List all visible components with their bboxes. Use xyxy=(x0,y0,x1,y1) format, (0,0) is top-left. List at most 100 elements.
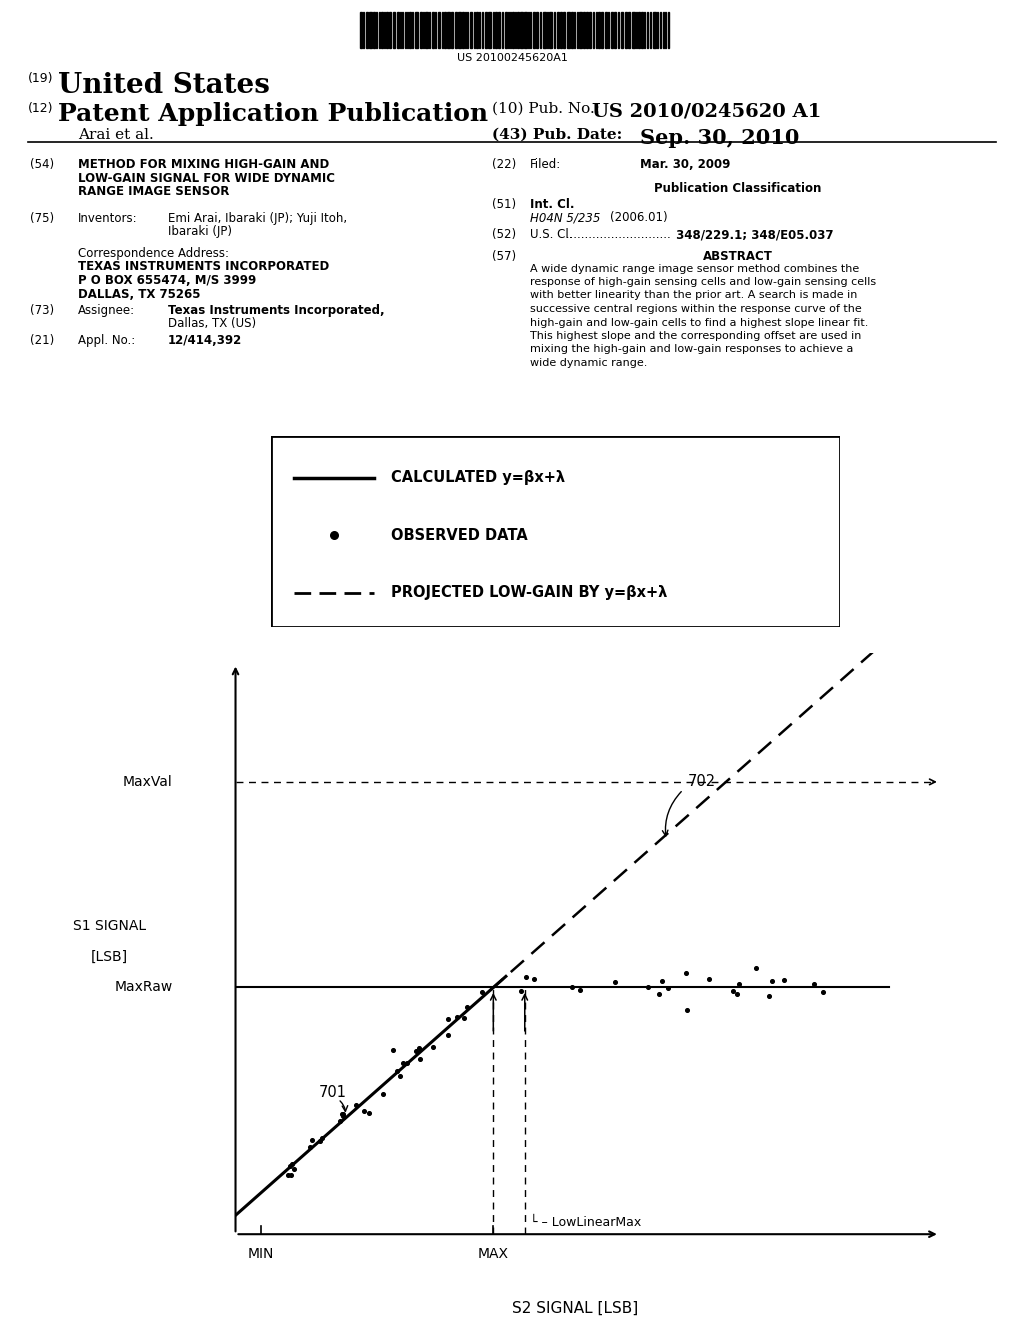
Bar xyxy=(415,12,418,48)
Point xyxy=(385,1040,401,1061)
Text: Filed:: Filed: xyxy=(530,158,561,172)
Bar xyxy=(428,12,430,48)
Point xyxy=(640,977,656,998)
Text: (22): (22) xyxy=(492,158,516,172)
Point xyxy=(335,1104,351,1125)
Bar xyxy=(556,12,559,48)
Point xyxy=(678,962,694,983)
Text: (19): (19) xyxy=(28,73,53,84)
Point xyxy=(776,969,793,990)
Text: mixing the high-gain and low-gain responses to achieve a: mixing the high-gain and low-gain respon… xyxy=(530,345,853,355)
Text: MIN: MIN xyxy=(248,1247,273,1261)
Point xyxy=(526,969,543,990)
Bar xyxy=(600,12,602,48)
Point xyxy=(285,1154,301,1175)
Bar xyxy=(583,12,585,48)
Bar xyxy=(573,12,575,48)
Bar xyxy=(366,12,368,48)
Bar xyxy=(659,12,662,48)
Text: PROJECTED LOW-GAIN BY y=βx+λ: PROJECTED LOW-GAIN BY y=βx+λ xyxy=(391,585,667,601)
Text: CALCULATED y=βx+λ: CALCULATED y=βx+λ xyxy=(391,470,565,486)
Point xyxy=(512,981,528,1002)
Point xyxy=(806,973,822,994)
Bar xyxy=(441,12,443,48)
Bar xyxy=(386,12,387,48)
Bar xyxy=(527,12,529,48)
Text: Ibaraki (JP): Ibaraki (JP) xyxy=(168,226,232,239)
Bar xyxy=(432,12,433,48)
Text: A wide dynamic range image sensor method combines the: A wide dynamic range image sensor method… xyxy=(530,264,859,273)
Text: (57): (57) xyxy=(492,249,516,263)
Text: Inventors:: Inventors: xyxy=(78,213,137,224)
Bar xyxy=(560,12,562,48)
Bar xyxy=(481,12,483,48)
Text: Appl. No.:: Appl. No.: xyxy=(78,334,135,347)
Text: response of high-gain sensing cells and low-gain sensing cells: response of high-gain sensing cells and … xyxy=(530,277,877,286)
Bar xyxy=(543,12,546,48)
Text: United States: United States xyxy=(58,73,270,99)
Bar xyxy=(360,12,362,48)
Text: TEXAS INSTRUMENTS INCORPORATED: TEXAS INSTRUMENTS INCORPORATED xyxy=(78,260,330,273)
Bar xyxy=(470,12,472,48)
Point xyxy=(439,1008,456,1030)
Point xyxy=(571,979,588,1001)
Bar xyxy=(409,12,411,48)
Point xyxy=(389,1061,406,1082)
Bar xyxy=(589,12,591,48)
Text: Assignee:: Assignee: xyxy=(78,304,135,317)
Point xyxy=(303,1130,319,1151)
Text: 701: 701 xyxy=(319,1085,347,1101)
Point xyxy=(280,1164,296,1185)
Bar xyxy=(407,12,408,48)
Bar xyxy=(505,12,507,48)
Text: OBSERVED DATA: OBSERVED DATA xyxy=(391,528,527,543)
Text: ABSTRACT: ABSTRACT xyxy=(703,249,773,263)
Bar xyxy=(563,12,565,48)
Point xyxy=(660,978,677,999)
Bar xyxy=(586,12,588,48)
Bar xyxy=(389,12,391,48)
Bar xyxy=(668,12,669,48)
Bar xyxy=(512,12,513,48)
Text: METHOD FOR MIXING HIGH-GAIN AND: METHOD FOR MIXING HIGH-GAIN AND xyxy=(78,158,330,172)
Text: with better linearity than the prior art. A search is made in: with better linearity than the prior art… xyxy=(530,290,857,301)
Bar xyxy=(393,12,395,48)
Text: MAX: MAX xyxy=(478,1247,509,1261)
Text: 348/229.1; 348/E05.037: 348/229.1; 348/E05.037 xyxy=(672,228,834,242)
Point xyxy=(654,970,671,991)
Point xyxy=(394,1053,411,1074)
Text: successive central regions within the response curve of the: successive central regions within the re… xyxy=(530,304,862,314)
Bar xyxy=(610,12,612,48)
Text: Mar. 30, 2009: Mar. 30, 2009 xyxy=(640,158,730,172)
Point xyxy=(725,981,741,1002)
Point xyxy=(563,977,580,998)
Point xyxy=(607,972,624,993)
Point xyxy=(284,1164,300,1185)
Bar xyxy=(438,12,440,48)
Bar xyxy=(458,12,461,48)
Text: H04N 5/235: H04N 5/235 xyxy=(530,211,600,224)
Bar xyxy=(447,12,450,48)
Bar xyxy=(536,12,538,48)
Point xyxy=(459,997,475,1018)
Point xyxy=(651,983,668,1005)
Point xyxy=(360,1102,377,1123)
Bar xyxy=(376,12,377,48)
Point xyxy=(391,1065,408,1086)
Point xyxy=(749,958,765,979)
Text: (2006.01): (2006.01) xyxy=(610,211,668,224)
Point xyxy=(399,1052,416,1073)
Bar xyxy=(579,12,582,48)
Point xyxy=(348,1094,365,1115)
Bar xyxy=(567,12,570,48)
Point xyxy=(425,1036,441,1057)
Point xyxy=(729,983,745,1005)
Text: 702: 702 xyxy=(688,775,717,789)
Text: (52): (52) xyxy=(492,228,516,242)
Bar xyxy=(549,12,552,48)
Bar xyxy=(646,12,648,48)
Text: Sep. 30, 2010: Sep. 30, 2010 xyxy=(640,128,800,148)
Text: Int. Cl.: Int. Cl. xyxy=(530,198,574,211)
Point xyxy=(313,1127,330,1148)
Bar xyxy=(484,12,486,48)
